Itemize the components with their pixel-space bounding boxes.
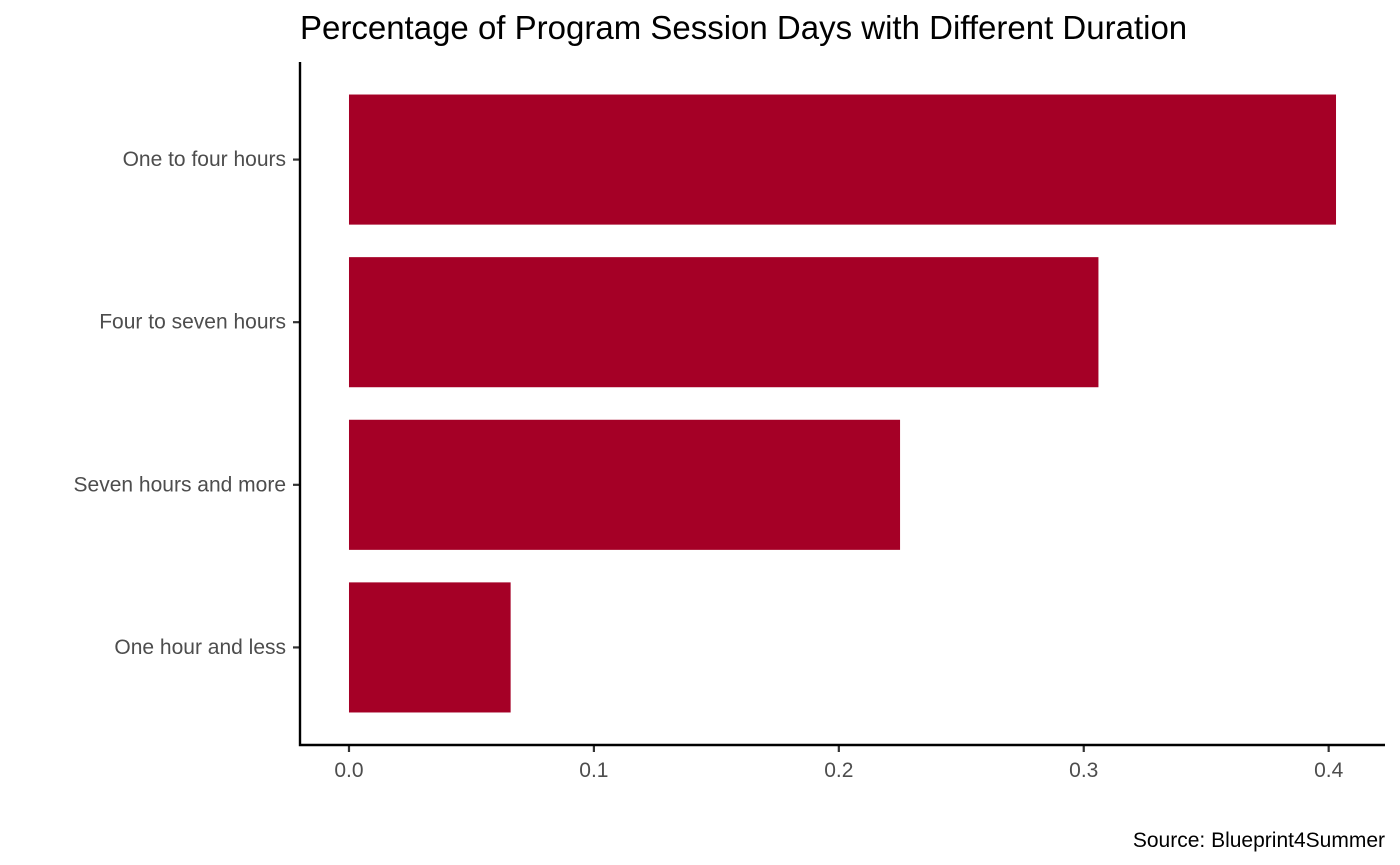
y-axis-ticks: One to four hours Four to seven hours Seve… [74, 148, 300, 659]
bars-group [348, 94, 1337, 713]
axis-lines [298, 62, 1385, 747]
bar-seven-hours-and-more [348, 419, 901, 550]
chart-caption: Source: Blueprint4Summer [1133, 829, 1385, 852]
y-tick-label: Seven hours and more [74, 473, 286, 496]
bar-four-to-seven-hours [348, 257, 1099, 388]
x-tick-label: 0.1 [579, 759, 608, 782]
bar-one-hour-and-less [348, 582, 511, 713]
x-tick-label: 0.2 [824, 759, 853, 782]
chart-title: Percentage of Program Session Days with … [300, 9, 1187, 46]
x-tick-label: 0.4 [1314, 759, 1344, 782]
y-tick-label: One to four hours [123, 148, 286, 171]
x-tick-label: 0.3 [1069, 759, 1098, 782]
y-tick-label: One hour and less [114, 636, 286, 659]
y-tick-label: Four to seven hours [99, 311, 286, 334]
x-axis-ticks: 0.0 0.1 0.2 0.3 0.4 [334, 745, 1344, 782]
x-tick-label: 0.0 [334, 759, 363, 782]
bar-one-to-four-hours [348, 94, 1337, 225]
